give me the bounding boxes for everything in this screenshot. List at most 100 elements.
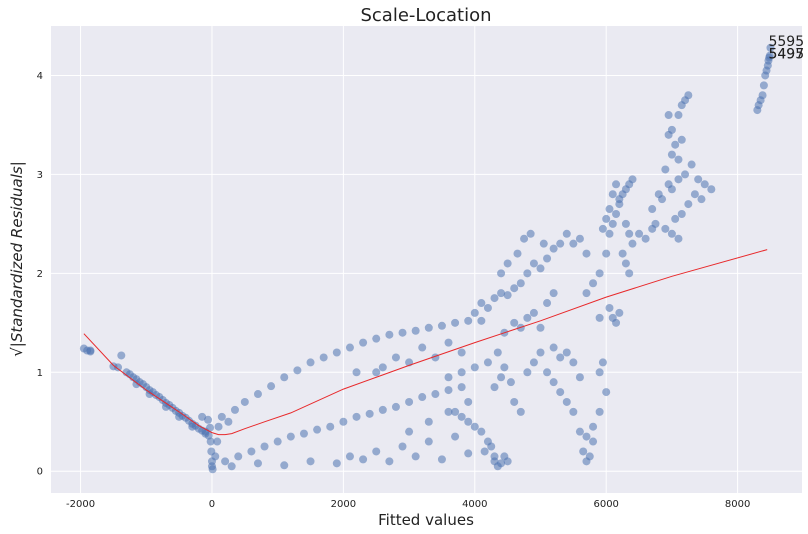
data-point (206, 423, 215, 432)
data-point (582, 289, 591, 298)
data-point (602, 249, 611, 258)
data-point (700, 180, 709, 189)
data-point (378, 363, 387, 372)
data-point (694, 175, 703, 184)
data-point (221, 457, 230, 466)
data-point (625, 269, 634, 278)
data-point (697, 195, 706, 204)
scatter-points (79, 43, 775, 474)
data-point (589, 422, 598, 431)
data-point (658, 195, 667, 204)
y-tick-label: 3 (37, 170, 43, 181)
data-point (332, 348, 341, 357)
data-point (359, 338, 368, 347)
data-point (759, 81, 768, 90)
data-point (575, 234, 584, 243)
data-point (464, 449, 473, 458)
data-point (595, 269, 604, 278)
data-point (213, 437, 222, 446)
data-point (306, 457, 315, 466)
data-point (674, 234, 683, 243)
lowess-trend-line (83, 249, 768, 436)
data-point (671, 140, 680, 149)
data-point (569, 358, 578, 367)
x-tick-label: 4000 (462, 499, 487, 510)
data-point (536, 323, 545, 332)
data-point (411, 326, 420, 335)
data-point (628, 239, 637, 248)
data-point (497, 373, 506, 382)
data-point (280, 373, 289, 382)
data-point (549, 343, 558, 352)
data-point (707, 185, 716, 194)
data-point (470, 308, 479, 317)
data-point (240, 397, 249, 406)
data-point (299, 429, 308, 438)
data-point (470, 363, 479, 372)
data-point (372, 447, 381, 456)
data-point (230, 405, 239, 414)
data-point (372, 368, 381, 377)
data-point (575, 427, 584, 436)
data-point (398, 328, 407, 337)
data-point (602, 388, 611, 397)
data-point (497, 289, 506, 298)
data-point (589, 279, 598, 288)
data-point (677, 209, 686, 218)
data-point (470, 422, 479, 431)
data-point (503, 457, 512, 466)
data-point (483, 303, 492, 312)
data-point (175, 412, 184, 421)
data-point (424, 323, 433, 332)
data-point (625, 229, 634, 238)
data-point (605, 303, 614, 312)
data-point (345, 343, 354, 352)
data-point (503, 291, 512, 300)
data-point (145, 390, 154, 399)
data-point (536, 348, 545, 357)
data-point (667, 185, 676, 194)
data-point (398, 442, 407, 451)
data-point (411, 452, 420, 461)
data-point (529, 358, 538, 367)
grid-lines (51, 26, 802, 493)
data-point (352, 412, 361, 421)
data-point (671, 214, 680, 223)
data-point (595, 368, 604, 377)
annotation-label: 5497 (768, 47, 804, 63)
data-point (523, 269, 532, 278)
data-point (543, 299, 552, 308)
data-point (372, 334, 381, 343)
data-point (385, 330, 394, 339)
data-point (690, 190, 699, 199)
data-point (234, 452, 243, 461)
data-point (579, 447, 588, 456)
data-point (615, 195, 624, 204)
data-point (464, 397, 473, 406)
data-point (204, 415, 213, 424)
data-point (526, 229, 535, 238)
data-point (602, 214, 611, 223)
data-point (661, 165, 670, 174)
data-point (464, 417, 473, 426)
data-point (480, 447, 489, 456)
data-point (520, 234, 529, 243)
data-point (211, 452, 220, 461)
data-point (651, 219, 660, 228)
data-point (516, 279, 525, 288)
data-point (523, 368, 532, 377)
data-point (437, 321, 446, 330)
data-point (326, 422, 335, 431)
data-point (444, 407, 453, 416)
data-point (543, 254, 552, 263)
x-tick-label: -2000 (66, 499, 95, 510)
data-point (628, 175, 637, 184)
data-point (556, 239, 565, 248)
data-point (648, 205, 657, 214)
data-point (497, 269, 506, 278)
data-point (332, 459, 341, 468)
data-point (582, 249, 591, 258)
data-point (582, 432, 591, 441)
